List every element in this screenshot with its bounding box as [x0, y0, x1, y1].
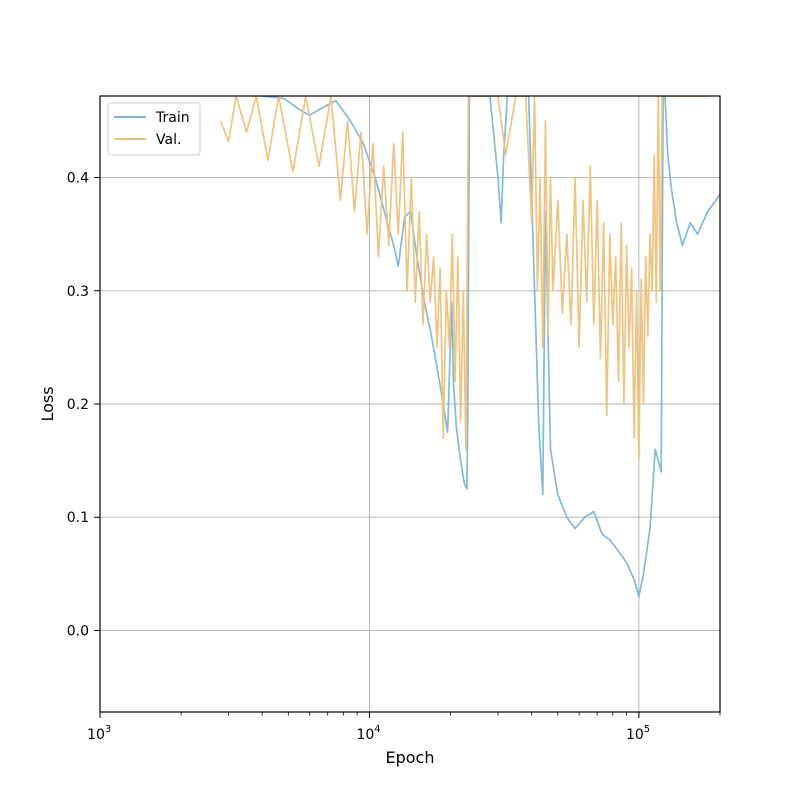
x-axis-label: Epoch	[386, 748, 435, 767]
x-tick-label: 10	[626, 727, 644, 743]
series-line-val	[219, 96, 708, 462]
y-tick-label: 0.1	[67, 510, 89, 526]
y-tick-label: 0.0	[67, 623, 89, 639]
x-tick-exponent: 5	[644, 724, 650, 735]
legend: Train Val.	[107, 102, 201, 156]
axis-ticks: 10 3 10 4 10 50.00.10.20.30.4	[67, 171, 721, 743]
x-tick-exponent: 3	[105, 724, 111, 735]
y-tick-label: 0.4	[67, 171, 89, 187]
x-tick-label: 10	[357, 727, 375, 743]
x-tick-exponent: 4	[374, 724, 380, 735]
y-tick-label: 0.2	[67, 397, 89, 413]
y-tick-label: 0.3	[67, 284, 89, 300]
x-tick-label: 10	[87, 727, 105, 743]
series-line-train	[262, 96, 720, 598]
legend-label: Train	[155, 110, 190, 126]
y-axis-label: Loss	[38, 386, 57, 421]
legend-label: Val.	[156, 132, 181, 148]
series-layer	[219, 96, 720, 598]
